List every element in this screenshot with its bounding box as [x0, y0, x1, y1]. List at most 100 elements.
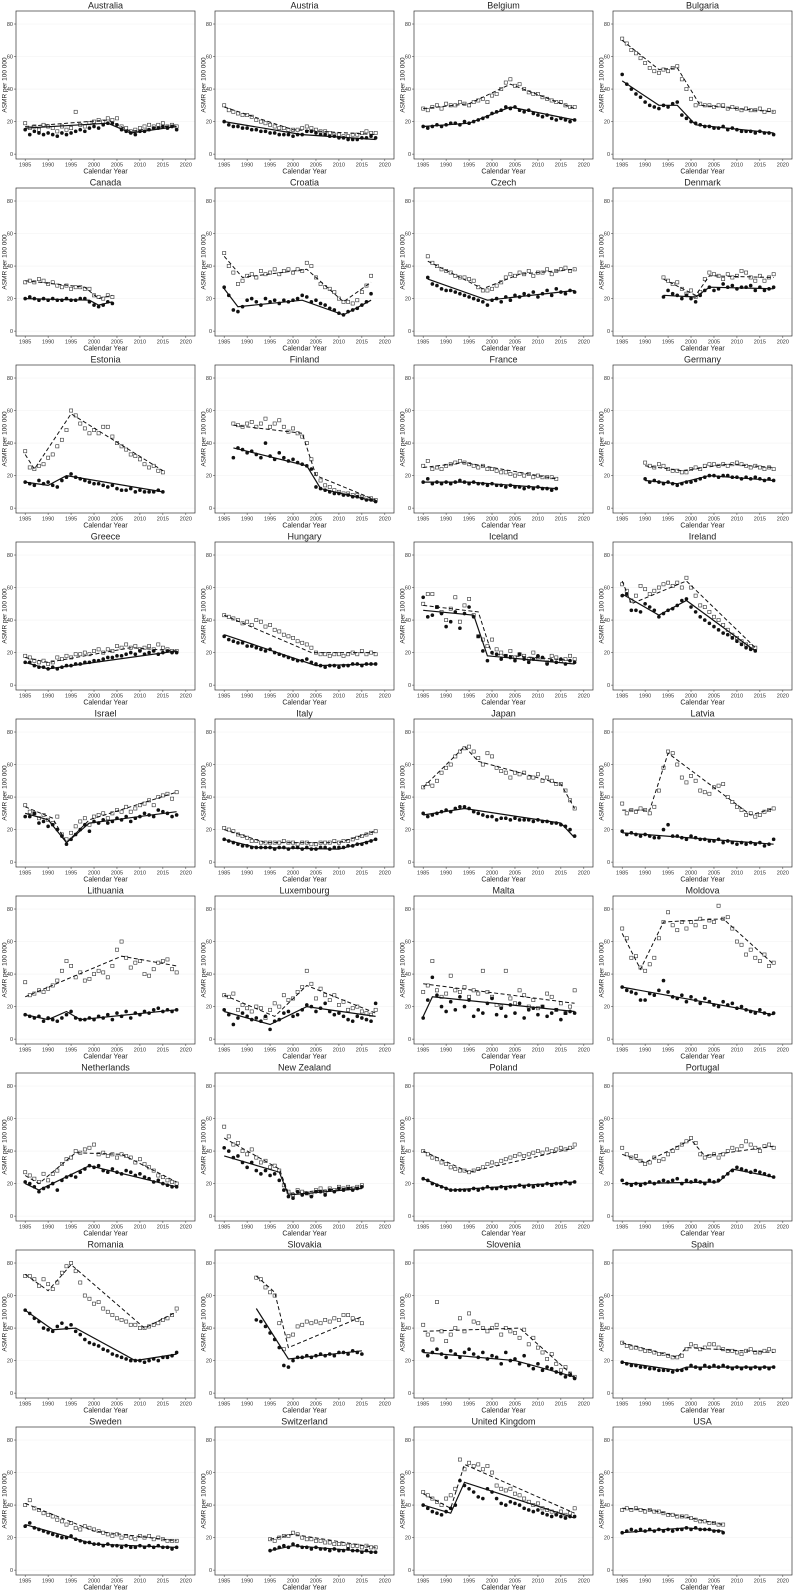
data-point-open: [485, 751, 490, 756]
data-point-filled: [323, 1193, 327, 1197]
data-point-open: [620, 926, 625, 931]
data-point-filled: [360, 1352, 364, 1356]
data-point-filled: [115, 654, 119, 658]
plot-frame: [612, 364, 793, 514]
y-tick-label: 40: [405, 1149, 411, 1155]
data-point-open: [156, 795, 161, 799]
data-point-open: [725, 463, 730, 468]
x-tick-label: 2020: [379, 340, 391, 346]
data-point-open: [73, 652, 78, 657]
data-point-open: [364, 1011, 369, 1015]
data-point-filled: [629, 1183, 634, 1188]
data-point-open: [499, 650, 504, 655]
y-tick-label: 40: [405, 795, 411, 801]
data-point-open: [78, 1527, 83, 1532]
data-point-open: [268, 623, 272, 627]
data-point-open: [494, 647, 499, 652]
data-point-open: [730, 1348, 735, 1353]
data-point-filled: [87, 126, 92, 130]
data-point-open: [679, 775, 684, 780]
data-point-filled: [771, 1175, 776, 1179]
x-tick-label: 2015: [356, 517, 368, 523]
x-tick-label: 1990: [241, 1225, 253, 1231]
data-point-open: [554, 1147, 559, 1152]
data-point-filled: [476, 634, 481, 639]
data-point-filled: [513, 1011, 517, 1015]
data-point-open: [55, 1517, 60, 1522]
x-tick-label: 2015: [555, 1402, 567, 1408]
x-tick-label: 2010: [333, 1579, 345, 1585]
data-point-open: [563, 788, 568, 793]
data-point-filled: [50, 1532, 55, 1537]
x-tick-label: 1985: [417, 340, 429, 346]
x-tick-label: 2015: [754, 1579, 766, 1585]
x-tick-label: 2010: [731, 694, 743, 700]
data-point-open: [643, 1509, 648, 1514]
data-point-filled: [96, 304, 101, 309]
data-point-open: [643, 1162, 648, 1166]
data-point-filled: [222, 837, 226, 842]
x-tick-label: 2020: [578, 1579, 590, 1585]
x-tick-label: 2015: [157, 163, 169, 169]
data-point-filled: [55, 1324, 60, 1329]
data-point-open: [50, 1287, 55, 1291]
data-point-filled: [657, 988, 661, 993]
y-tick-label: 60: [604, 409, 610, 415]
data-point-filled: [545, 1014, 549, 1019]
data-point-open: [128, 1322, 133, 1327]
panel-title: Estonia: [90, 355, 120, 365]
x-tick-label: 2010: [134, 340, 146, 346]
data-point-open: [762, 952, 767, 957]
data-point-open: [119, 809, 124, 814]
x-tick-label: 1985: [19, 1579, 31, 1585]
data-point-filled: [277, 451, 282, 455]
data-point-filled: [142, 1360, 147, 1365]
data-point-open: [373, 652, 378, 657]
data-point-filled: [46, 1327, 50, 1332]
data-point-open: [471, 1168, 476, 1173]
data-point-open: [37, 277, 41, 281]
data-point-open: [147, 465, 152, 470]
x-tick-label: 2005: [310, 871, 322, 877]
data-point-filled: [50, 483, 55, 488]
data-point-filled: [517, 1001, 522, 1006]
panel-title: France: [489, 355, 517, 365]
x-tick-label: 2000: [287, 340, 299, 346]
data-point-filled: [105, 821, 110, 825]
data-point-open: [105, 1154, 110, 1158]
data-point-open: [133, 806, 138, 811]
y-tick-label: 80: [206, 22, 212, 28]
data-point-open: [536, 1149, 540, 1153]
data-point-filled: [458, 626, 462, 630]
data-point-open: [739, 462, 744, 467]
y-tick-label: 20: [604, 1005, 610, 1011]
y-tick-label: 60: [206, 763, 212, 769]
data-point-open: [254, 424, 259, 429]
data-point-filled: [286, 1365, 291, 1369]
data-point-filled: [128, 650, 133, 655]
y-tick-label: 60: [405, 1117, 411, 1123]
data-point-filled: [64, 132, 69, 137]
data-point-filled: [554, 287, 559, 291]
data-point-filled: [430, 481, 435, 486]
trend-line-solid: [25, 1524, 177, 1548]
data-point-open: [281, 126, 286, 130]
x-tick-label: 2000: [287, 694, 299, 700]
y-tick-label: 0: [10, 1214, 13, 1220]
data-point-open: [110, 1313, 115, 1317]
plot-frame: [413, 364, 594, 514]
data-point-filled: [693, 1178, 698, 1183]
data-point-open: [46, 455, 51, 460]
data-point-open: [240, 113, 245, 117]
x-tick-label: 1995: [65, 871, 77, 877]
y-tick-label: 40: [604, 264, 610, 270]
data-point-open: [73, 109, 78, 114]
y-tick-label: 0: [607, 1391, 610, 1397]
x-tick-label: 1995: [264, 1402, 276, 1408]
data-point-open: [147, 1534, 152, 1538]
y-tick-label: 0: [209, 1568, 212, 1574]
x-tick-label: 2010: [532, 694, 544, 700]
data-point-open: [453, 754, 458, 759]
data-point-open: [716, 903, 721, 908]
